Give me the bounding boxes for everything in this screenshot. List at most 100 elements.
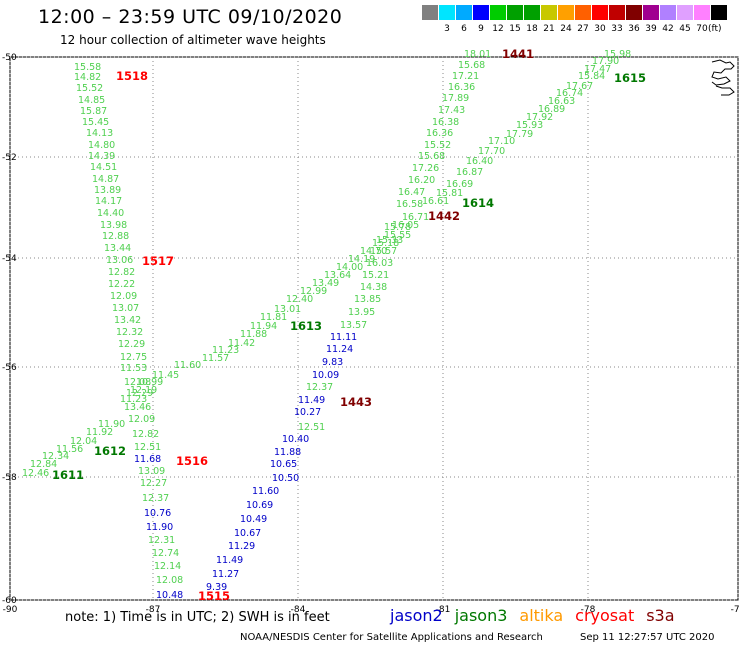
- wave-height-label: 16.69: [446, 179, 473, 190]
- wave-height-label: 13.89: [94, 185, 121, 196]
- wave-height-label: 16.36: [426, 128, 453, 139]
- wave-height-label: 16.40: [466, 156, 493, 167]
- wave-height-label: 12.37: [142, 493, 169, 504]
- wave-height-label: 16.74: [556, 88, 583, 99]
- pass-time-label: 1615: [614, 71, 646, 85]
- wave-height-label: 17.10: [488, 136, 515, 147]
- wave-height-label: 15.18: [372, 238, 399, 249]
- wave-height-label: 12.04: [70, 436, 97, 447]
- wave-height-label: 15.81: [436, 188, 463, 199]
- wave-height-label: 13.49: [312, 278, 339, 289]
- wave-height-label: 15.87: [80, 106, 107, 117]
- wave-height-label: 14.51: [90, 162, 117, 173]
- lon-tick-label: -81: [436, 605, 451, 615]
- wave-height-label: 12.82: [108, 267, 135, 278]
- wave-height-label: 13.95: [348, 307, 375, 318]
- legend-label: 33: [611, 24, 623, 34]
- legend-swatch: [541, 5, 557, 20]
- wave-height-label: 16.36: [448, 82, 475, 93]
- wave-height-label: 11.27: [212, 569, 239, 580]
- legend-label: 27: [577, 24, 589, 34]
- wave-height-label: 11.29: [228, 541, 255, 552]
- wave-height-label: 15.52: [424, 140, 451, 151]
- wave-height-label: 12.09: [110, 291, 137, 302]
- wave-height-label: 12.29: [126, 388, 153, 399]
- wave-height-label: 11.88: [240, 329, 267, 340]
- wave-height-label: 18.01: [464, 49, 491, 60]
- wave-height-label: 17.43: [438, 105, 465, 116]
- legend-swatch: [660, 5, 676, 20]
- wave-height-label: 16.05: [392, 220, 419, 231]
- legend-swatch: [592, 5, 608, 20]
- wave-height-label: 11.49: [216, 555, 243, 566]
- wave-height-label: 14.13: [86, 128, 113, 139]
- wave-height-label: 16.47: [398, 187, 425, 198]
- wave-height-label: 12.99: [300, 286, 327, 297]
- wave-height-label: 16.87: [456, 167, 483, 178]
- wave-height-label: 11.24: [326, 344, 353, 355]
- footer-note: note: 1) Time is in UTC; 2) SWH is in fe…: [65, 610, 330, 625]
- lat-tick-label: -52: [2, 153, 17, 163]
- wave-height-label: 10.65: [270, 459, 297, 470]
- wave-height-label: 12.32: [116, 327, 143, 338]
- wave-height-label: 17.70: [478, 146, 505, 157]
- legend-label: 3: [444, 24, 450, 34]
- legend-label: 39: [645, 24, 657, 34]
- wave-height-label: 16.71: [402, 212, 429, 223]
- pass-time-label: 1441: [502, 47, 534, 61]
- wave-height-label: 13.85: [354, 294, 381, 305]
- wave-height-label: 15.52: [76, 83, 103, 94]
- wave-height-label: 12.31: [148, 535, 175, 546]
- wave-height-label: 12.37: [306, 382, 333, 393]
- pass-time-label: 1518: [116, 69, 148, 83]
- wave-height-label: 11.81: [260, 312, 287, 323]
- lat-tick-label: -54: [2, 254, 17, 264]
- pass-time-label: 1515: [198, 589, 230, 603]
- lat-tick-label: -50: [2, 53, 17, 63]
- wave-height-label: 11.49: [298, 395, 325, 406]
- pass-time-label: 1443: [340, 395, 372, 409]
- wave-height-label: 11.45: [152, 370, 179, 381]
- wave-height-label: 14.80: [88, 140, 115, 151]
- wave-height-label: 12.08: [156, 575, 183, 586]
- wave-height-label: 10.76: [144, 508, 171, 519]
- pass-time-label: 1612: [94, 444, 126, 458]
- wave-height-label: 11.90: [146, 522, 173, 533]
- legend-unit: (ft): [708, 24, 722, 34]
- legend-swatch: [626, 5, 642, 20]
- wave-height-label: 11.60: [174, 360, 201, 371]
- legend-label: 70: [696, 24, 708, 34]
- legend-label: 6: [461, 24, 467, 34]
- legend-swatch: [575, 5, 591, 20]
- wave-height-label: 13.64: [324, 270, 351, 281]
- lon-tick-label: -87: [146, 605, 161, 615]
- wave-height-label: 13.09: [138, 466, 165, 477]
- coastline: [711, 59, 735, 96]
- legend-swatch: [490, 5, 506, 20]
- wave-height-label: 17.90: [592, 56, 619, 67]
- legend-label: 9: [478, 24, 484, 34]
- pass-time-label: 1614: [462, 196, 494, 210]
- wave-height-label: 12.84: [30, 459, 57, 470]
- wave-height-label: 14.85: [78, 95, 105, 106]
- wave-height-label: 14.82: [74, 72, 101, 83]
- wave-height-label: 11.94: [250, 321, 277, 332]
- wave-height-label: 10.99: [136, 377, 163, 388]
- wave-height-label: 17.26: [412, 163, 439, 174]
- wave-height-label: 13.01: [274, 304, 301, 315]
- wave-height-label: 16.03: [366, 258, 393, 269]
- wave-height-label: 10.27: [294, 407, 321, 418]
- wave-height-label: 15.58: [74, 62, 101, 73]
- wave-height-label: 12.75: [120, 352, 147, 363]
- wave-height-label: 11.23: [120, 394, 147, 405]
- wave-height-label: 13.44: [104, 243, 131, 254]
- wave-height-label: 11.60: [252, 486, 279, 497]
- map-subtitle: 12 hour collection of altimeter wave hei…: [60, 33, 326, 47]
- wave-height-label: 10.67: [234, 528, 261, 539]
- wave-height-label: 12.51: [298, 422, 325, 433]
- map-title: 12:00 – 23:59 UTC 09/10/2020: [38, 6, 343, 28]
- wave-height-label: 12.27: [140, 478, 167, 489]
- lon-tick-label: -75: [731, 605, 740, 615]
- legend-swatch: [694, 5, 710, 20]
- wave-height-label: 11.92: [86, 427, 113, 438]
